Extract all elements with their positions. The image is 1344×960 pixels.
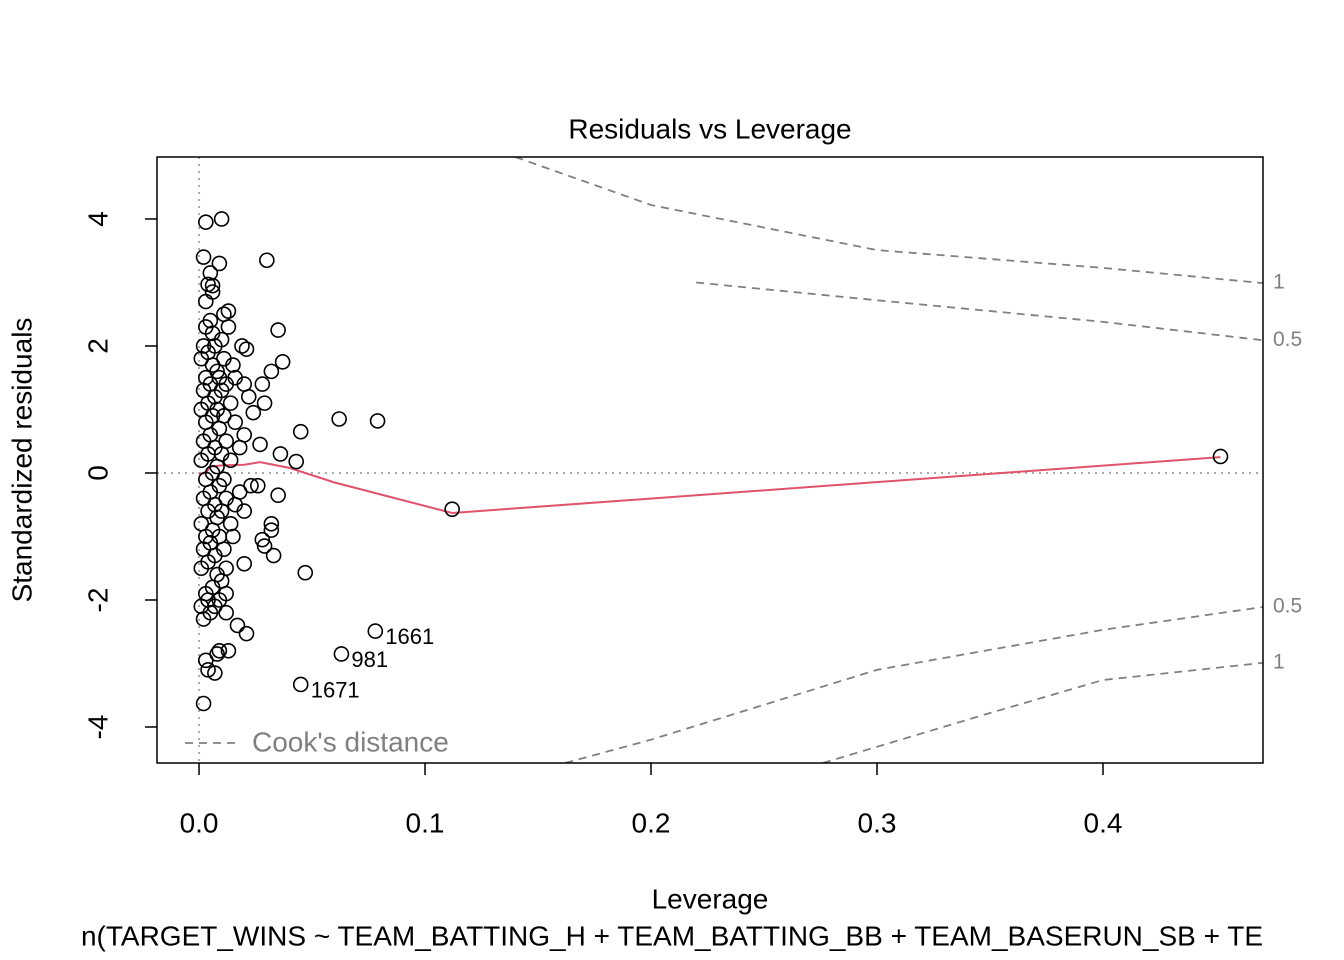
point [229,617,246,634]
point [198,214,214,230]
x-tick-label: 0.3 [858,807,897,838]
point [204,277,221,294]
y-tick-label: -4 [82,715,113,740]
point [231,439,248,456]
point [216,541,232,557]
point [220,303,237,319]
point [231,484,248,500]
point [218,560,234,577]
point [238,625,255,642]
point [252,436,268,453]
point [254,376,271,392]
point [213,211,230,227]
y-axis-label: Standardized residuals [6,318,37,603]
point [216,471,232,488]
x-tick-label: 0.0 [180,807,219,838]
cook-curve [696,281,1263,342]
point [227,414,243,430]
cook-level-label: 1 [1273,650,1285,673]
point-label: 1671 [311,677,360,702]
point [367,623,384,639]
point [292,423,309,440]
cook-curve [564,606,1263,763]
point [263,363,280,380]
point [236,427,253,443]
point [444,501,460,517]
point [331,411,347,427]
point [238,341,255,357]
cook-level-label: 1 [1273,271,1285,294]
point [236,555,253,572]
point [222,452,239,469]
point [213,331,230,348]
subtitle: n(TARGET_WINS ~ TEAM_BATTING_H + TEAM_BA… [81,920,1263,951]
point [297,564,314,581]
point [195,249,212,265]
point [1212,448,1229,465]
point [207,665,223,681]
point [249,477,266,494]
cook-curve [515,157,1263,285]
point [333,646,350,662]
point [222,515,239,532]
point [369,413,386,429]
point [218,376,234,392]
point-label: 1661 [385,624,434,649]
point [209,646,225,662]
point [220,319,237,335]
point [202,312,219,329]
point [263,522,280,538]
point [202,265,219,281]
point [270,322,286,338]
plot-area [157,157,1263,763]
point [256,538,273,554]
point [263,515,280,532]
point [240,388,257,405]
point [211,592,228,608]
x-axis-label: Leverage [652,883,769,914]
point [209,363,225,380]
cook-level-label: 0.5 [1273,595,1302,618]
x-tick-label: 0.4 [1084,807,1123,838]
point [256,395,273,411]
point [265,547,282,564]
point [292,676,309,693]
x-tick-label: 0.1 [406,807,445,838]
point [259,252,275,269]
point [236,376,253,392]
point [195,695,212,712]
chart-title: Residuals vs Leverage [568,113,851,144]
point [216,306,232,323]
point [234,338,250,354]
point [211,255,228,272]
point [220,642,237,659]
y-tick-label: 2 [82,338,113,354]
point [198,293,214,310]
point [218,433,234,450]
point [216,350,232,367]
point [288,453,305,470]
smooth-line [198,456,1221,515]
cook-curve [822,661,1263,763]
point [270,487,286,504]
point [211,642,228,659]
legend-label: Cook's distance [252,726,449,757]
point-label: 981 [351,647,388,672]
point [272,446,289,462]
y-tick-label: 0 [82,465,113,481]
y-tick-label: -2 [82,588,113,613]
point [254,531,271,548]
point [245,404,262,421]
y-tick-label: 4 [82,211,113,227]
cook-level-label: 0.5 [1273,328,1302,351]
plot-frame [156,156,1264,764]
x-tick-label: 0.2 [632,807,671,838]
point [274,354,291,370]
point [225,528,241,545]
point [222,395,239,411]
